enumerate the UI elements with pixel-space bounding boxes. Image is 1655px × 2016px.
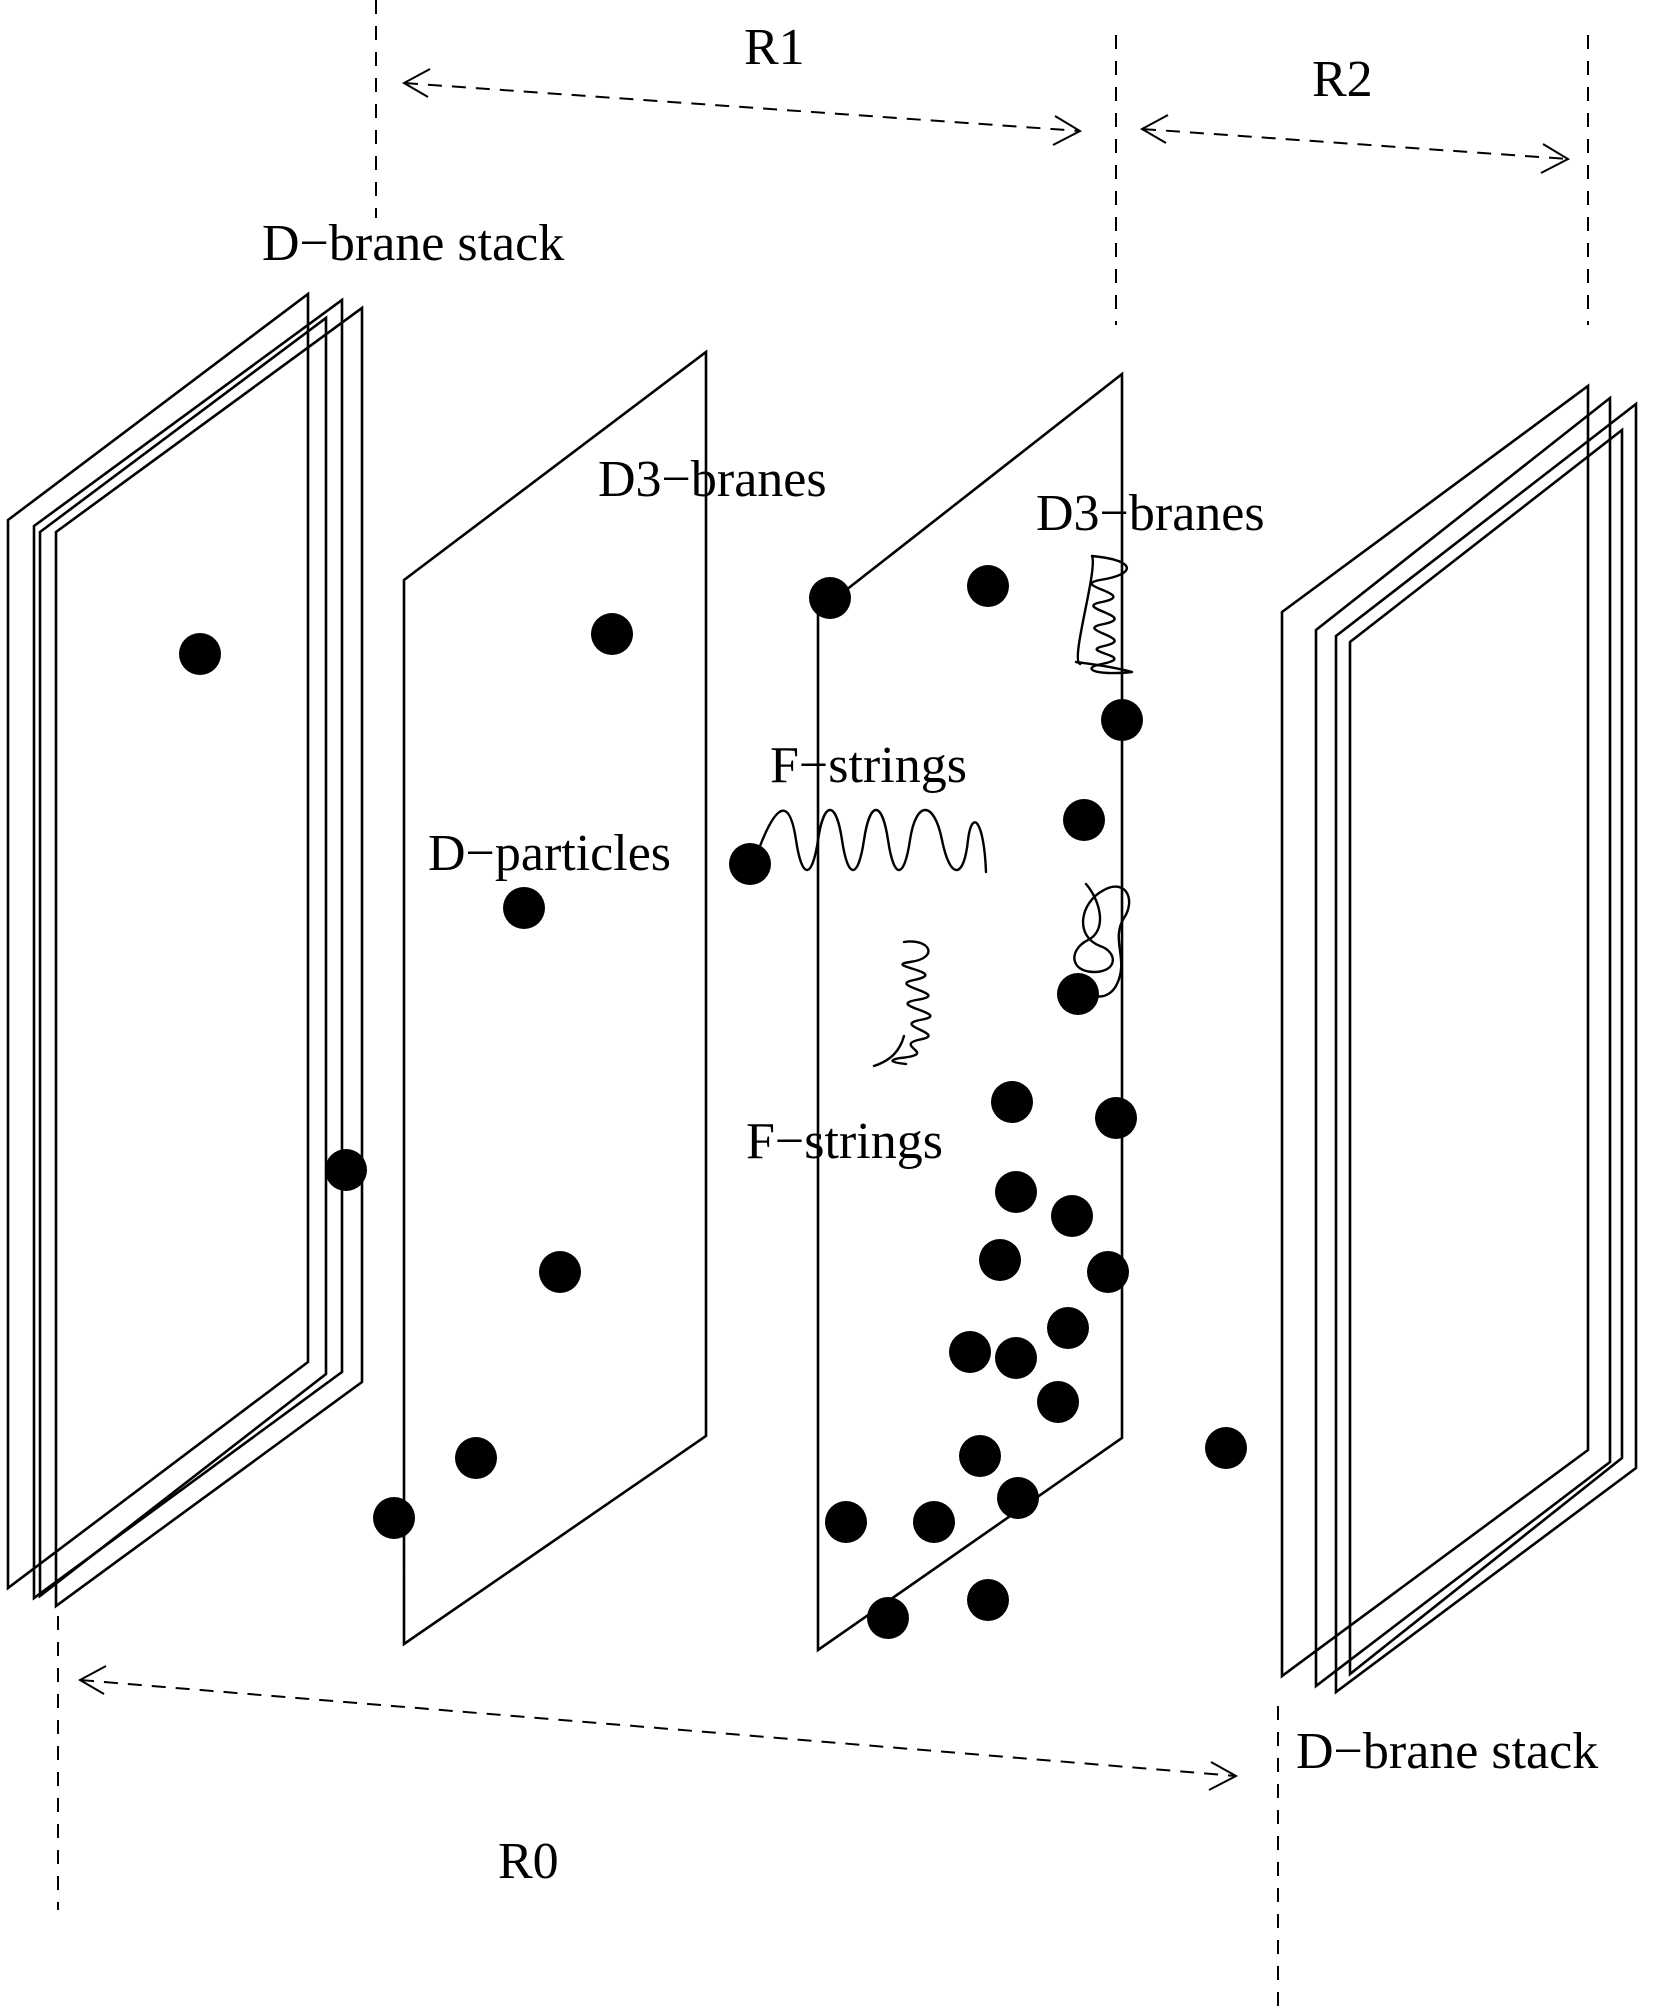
d-particle: [1063, 799, 1105, 841]
d-particle: [373, 1497, 415, 1539]
d-particle: [503, 887, 545, 929]
d-particle: [539, 1251, 581, 1293]
d-particle: [1205, 1427, 1247, 1469]
r0-arrow: [77, 1665, 1239, 1791]
d-particle: [825, 1501, 867, 1543]
d-particle: [967, 1579, 1009, 1621]
d-particle: [995, 1337, 1037, 1379]
d-particle: [1051, 1195, 1093, 1237]
d-particle: [867, 1597, 909, 1639]
d-particle: [1095, 1097, 1137, 1139]
d-particle: [979, 1239, 1021, 1281]
f-strings-label-upper: F−strings: [770, 737, 967, 794]
d3-brane-sheet-right: [816, 371, 1124, 1653]
left-stack-sheet: [6, 291, 310, 1591]
d-particle: [591, 613, 633, 655]
d-particle: [995, 1171, 1037, 1213]
d-particles-label: D−particles: [428, 825, 671, 882]
r1-label: R1: [744, 19, 805, 76]
f-strings: [758, 554, 1134, 1068]
d-particle: [729, 843, 771, 885]
d-particle: [1087, 1251, 1129, 1293]
right-stack-sheet: [1280, 383, 1590, 1679]
d-particle: [325, 1149, 367, 1191]
left-stack-sheet: [32, 297, 344, 1601]
f-string: [872, 940, 932, 1068]
d-particle: [1101, 699, 1143, 741]
right-stack-sheet: [1314, 395, 1612, 1689]
d-particle: [179, 633, 221, 675]
left-brane-stack: [6, 291, 364, 1609]
labels: R1 R2 R0 D−brane stack D−brane stack D3−…: [262, 19, 1598, 1890]
r2-arrow: [1139, 114, 1571, 174]
d-particle: [1037, 1381, 1079, 1423]
stack-label-left: D−brane stack: [262, 215, 564, 272]
f-string: [758, 808, 988, 874]
d-particles: [179, 565, 1247, 1639]
d-particle: [809, 577, 851, 619]
distance-arrows: [77, 68, 1571, 1791]
d3-brane-sheet-left: [402, 349, 708, 1647]
r2-label: R2: [1312, 51, 1373, 108]
d3-branes-label-right: D3−branes: [1036, 485, 1265, 542]
d-particle: [959, 1435, 1001, 1477]
d-particle: [949, 1331, 991, 1373]
d-particle: [1047, 1307, 1089, 1349]
right-brane-stack: [1280, 383, 1638, 1695]
f-string: [1074, 554, 1134, 675]
f-string: [1073, 882, 1131, 998]
d-particle: [997, 1477, 1039, 1519]
left-stack-inner-sheet: [38, 315, 328, 1599]
left-stack-sheet: [54, 305, 364, 1609]
right-stack-sheet: [1334, 401, 1638, 1695]
f-strings-label-lower: F−strings: [746, 1113, 943, 1170]
guide-lines: [57, 0, 1589, 2016]
d-particle: [1057, 973, 1099, 1015]
d-particle: [913, 1501, 955, 1543]
r1-arrow: [401, 68, 1083, 146]
r0-label: R0: [498, 1833, 559, 1890]
d-particle: [991, 1081, 1033, 1123]
d3-branes-label-center: D3−branes: [598, 451, 827, 508]
stack-label-right: D−brane stack: [1296, 1723, 1598, 1780]
d-particle: [455, 1437, 497, 1479]
d-particle: [967, 565, 1009, 607]
right-stack-inner-sheet: [1348, 427, 1624, 1677]
